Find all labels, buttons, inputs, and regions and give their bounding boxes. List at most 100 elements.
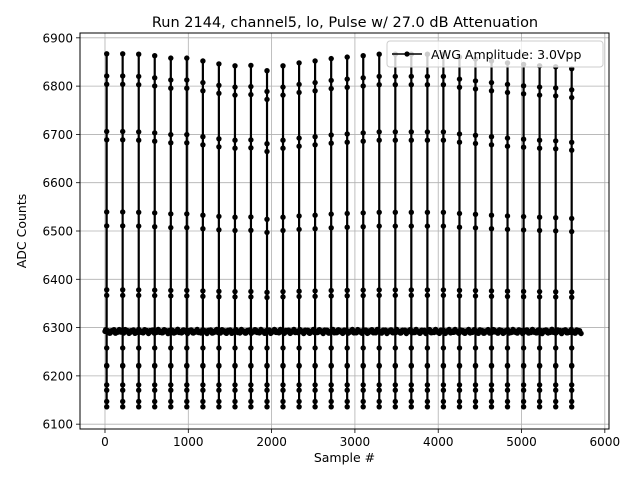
data-point	[152, 328, 158, 335]
data-point	[184, 387, 190, 393]
data-point	[296, 135, 302, 141]
data-point	[440, 73, 447, 80]
data-point	[232, 227, 238, 234]
data-point	[168, 328, 174, 335]
data-point	[456, 328, 463, 335]
data-point	[344, 131, 350, 137]
data-point	[520, 345, 527, 351]
data-point	[360, 75, 366, 81]
y-tick-label: 6600	[42, 176, 73, 190]
data-point	[424, 137, 431, 143]
data-point	[136, 129, 142, 135]
data-point	[360, 292, 366, 299]
data-point	[232, 345, 238, 351]
data-point	[408, 137, 414, 143]
data-point	[472, 345, 479, 351]
data-point	[152, 130, 158, 136]
y-tick-label: 6800	[42, 80, 73, 94]
data-point	[232, 404, 238, 410]
data-point	[184, 211, 190, 217]
data-point	[200, 382, 206, 388]
data-point	[216, 213, 222, 220]
data-point	[440, 382, 447, 388]
data-point	[536, 84, 543, 90]
data-point	[184, 382, 190, 388]
data-point	[504, 363, 511, 369]
data-point	[424, 345, 431, 351]
data-point	[248, 288, 254, 295]
data-point	[136, 398, 142, 405]
data-point	[536, 137, 543, 143]
data-point	[344, 287, 350, 293]
data-point	[152, 382, 158, 388]
data-point	[536, 363, 543, 369]
data-point	[120, 223, 126, 229]
data-point	[264, 294, 270, 301]
data-point	[488, 398, 495, 405]
data-point	[392, 363, 398, 369]
data-point	[408, 345, 414, 351]
data-point	[168, 77, 174, 83]
data-point	[152, 75, 158, 81]
data-point	[504, 81, 511, 88]
data-point	[232, 328, 238, 335]
data-point	[520, 398, 527, 405]
data-point	[408, 387, 414, 393]
data-point	[488, 212, 495, 218]
data-point	[120, 209, 126, 215]
legend-marker-sample	[404, 51, 410, 57]
data-point	[392, 345, 398, 351]
data-point	[136, 363, 142, 369]
data-point	[312, 88, 318, 94]
y-tick-label: 6200	[42, 369, 73, 383]
data-point	[424, 387, 431, 393]
data-point	[376, 398, 382, 405]
data-point	[152, 224, 158, 230]
data-point	[216, 363, 222, 369]
data-point	[104, 128, 110, 135]
data-point	[232, 137, 238, 143]
data-point	[312, 328, 318, 335]
data-point	[408, 382, 414, 388]
data-point	[216, 82, 222, 89]
data-point	[296, 398, 302, 405]
chart-title: Run 2144, channel5, lo, Pulse w/ 27.0 dB…	[152, 15, 538, 31]
data-point	[152, 398, 158, 405]
data-point	[328, 382, 334, 388]
data-point	[232, 84, 238, 90]
data-point	[136, 382, 142, 388]
data-point	[472, 363, 479, 369]
data-point	[264, 387, 270, 393]
data-point	[488, 404, 495, 410]
data-point	[376, 328, 382, 335]
data-point	[504, 404, 511, 410]
y-tick-label: 6300	[42, 321, 73, 335]
data-point	[536, 288, 543, 295]
data-point	[392, 209, 398, 215]
data-point	[328, 132, 334, 138]
data-point	[280, 345, 286, 351]
data-point	[136, 51, 142, 57]
x-tick-label: 0	[101, 435, 109, 449]
data-point	[424, 382, 431, 388]
data-point	[392, 382, 398, 388]
data-point	[120, 382, 126, 388]
data-point	[520, 227, 527, 233]
data-point	[360, 363, 366, 369]
data-point	[264, 363, 270, 369]
data-point	[360, 53, 366, 59]
data-point	[569, 345, 575, 351]
data-point	[152, 53, 158, 59]
data-point	[408, 129, 414, 135]
data-point	[504, 328, 511, 335]
data-point	[232, 294, 238, 300]
data-point	[472, 328, 479, 335]
data-point	[168, 398, 174, 405]
data-point	[472, 211, 479, 217]
data-point	[104, 382, 110, 388]
data-point	[184, 398, 190, 405]
data-point	[264, 141, 270, 147]
data-point	[120, 73, 126, 79]
data-point	[520, 288, 527, 295]
data-point	[216, 404, 222, 410]
